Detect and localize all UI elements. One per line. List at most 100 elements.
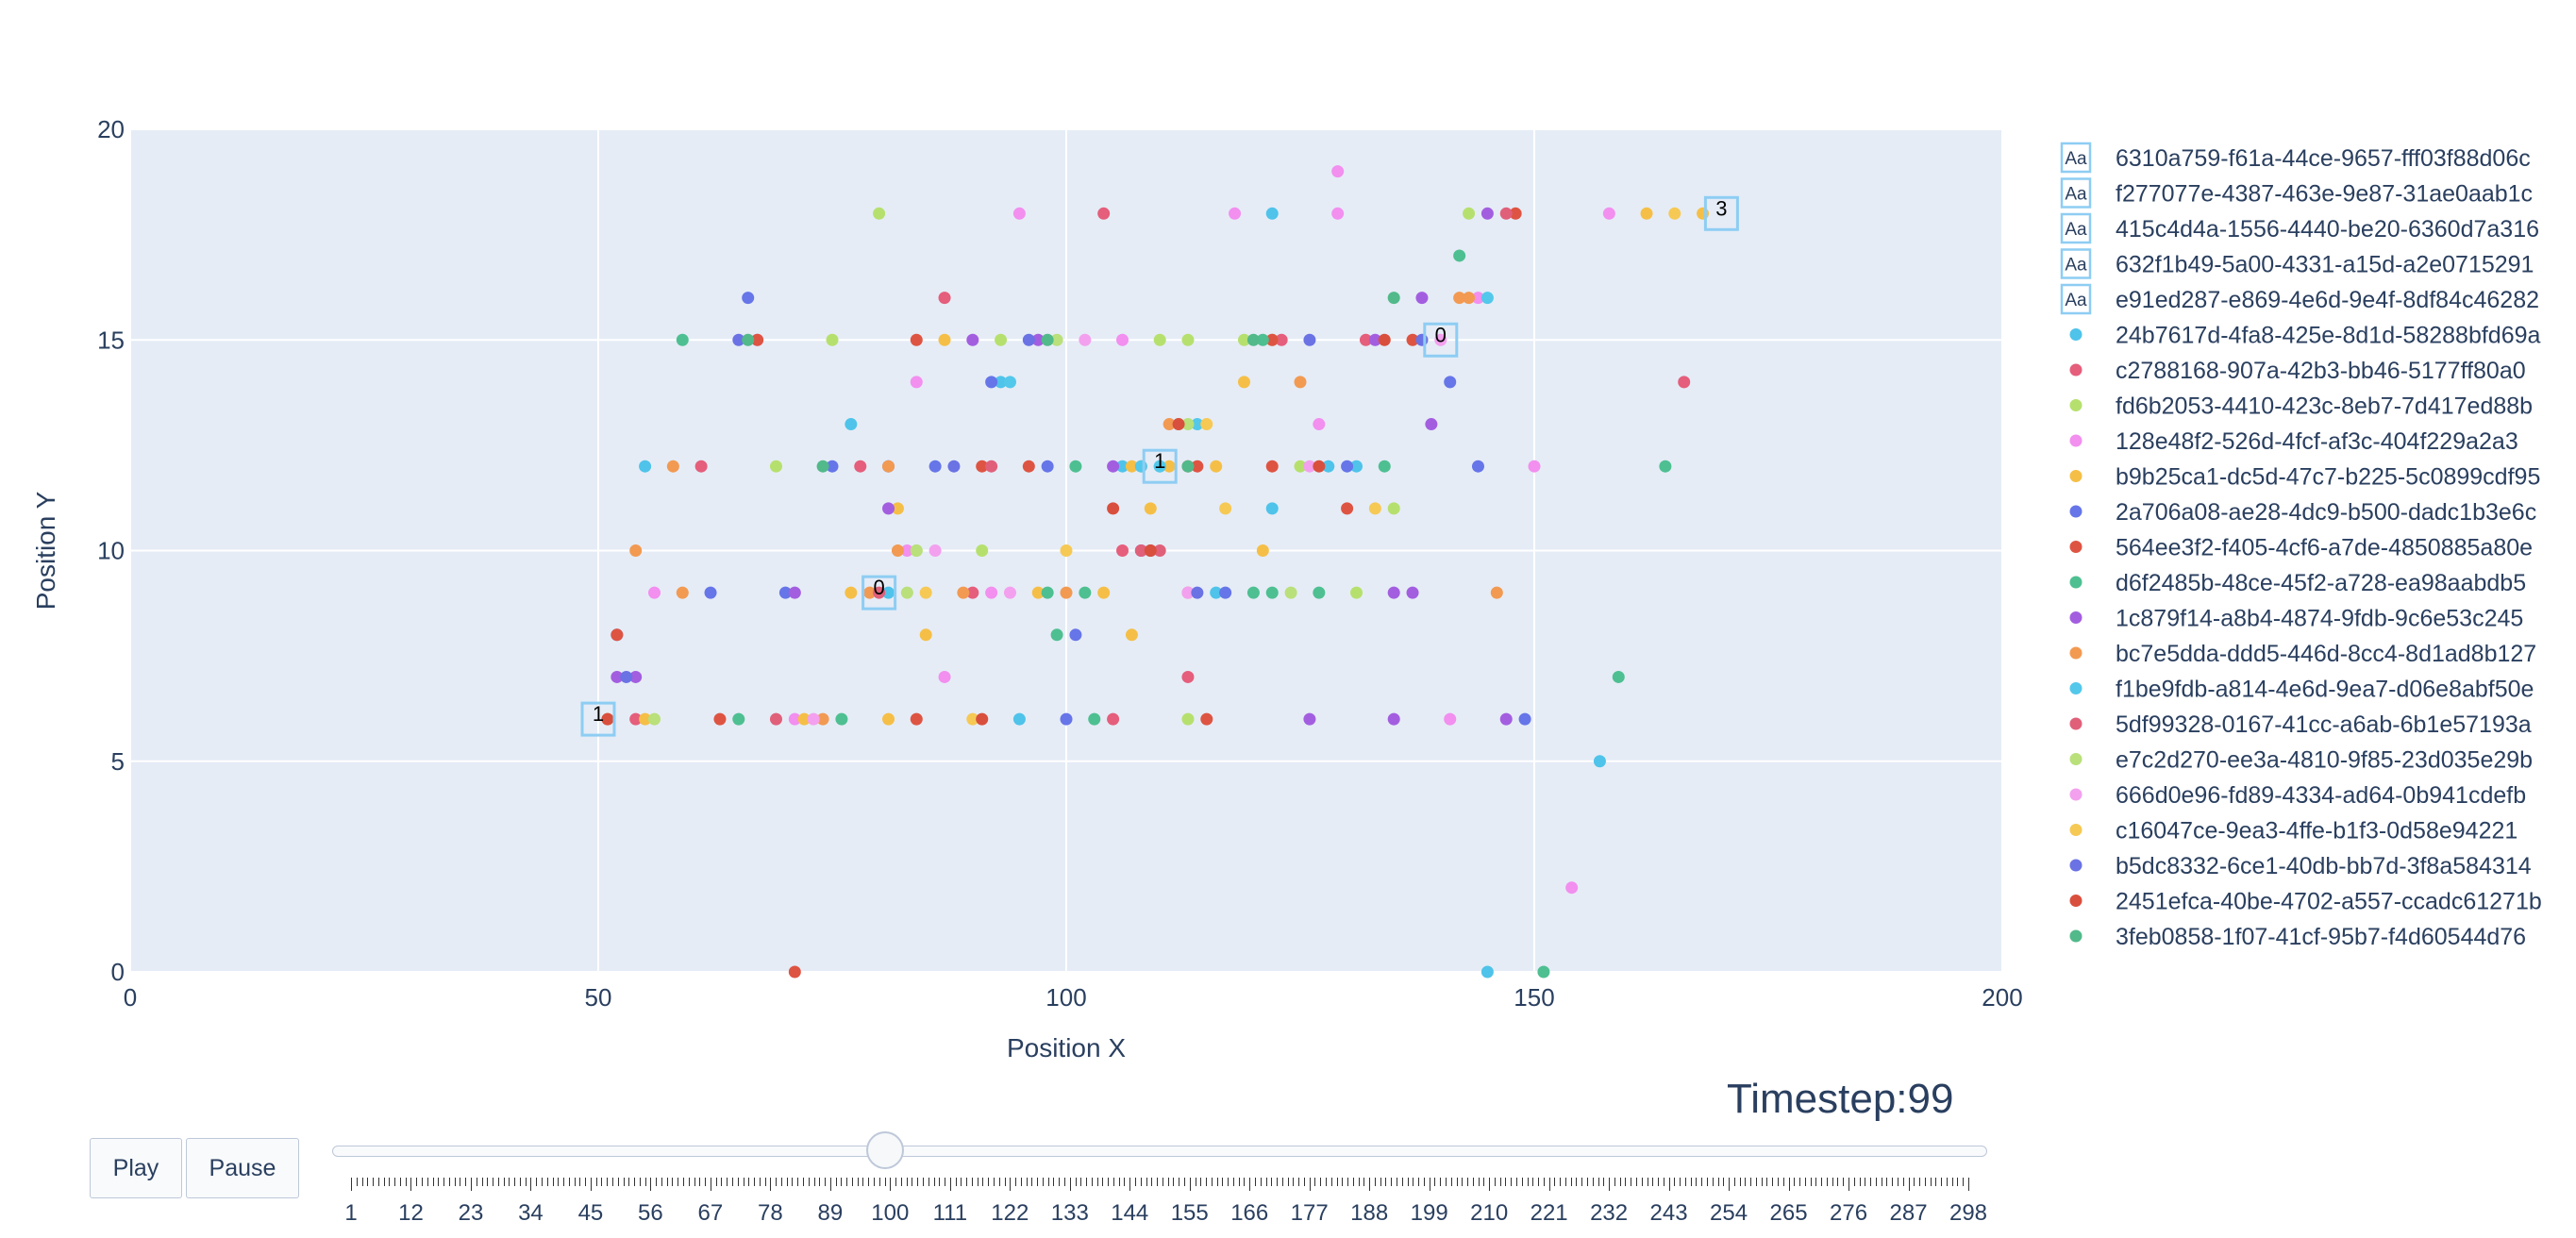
slider-tick: [1511, 1178, 1513, 1186]
slider-tick: [1766, 1178, 1768, 1186]
slider-tick: [422, 1178, 424, 1186]
slider-tick-label: 199: [1410, 1200, 1448, 1226]
legend-entry-label: 6310a759-f61a-44ce-9657-fff03f88d06c: [2116, 145, 2531, 172]
y-tick-label: 20: [97, 115, 125, 143]
scatter-point: [1012, 207, 1026, 220]
scatter-point: [995, 376, 1008, 389]
scatter-point: [751, 333, 764, 346]
scatter-point: [1012, 712, 1026, 726]
scatter-point: [1444, 376, 1457, 389]
scatter-point: [1116, 333, 1129, 346]
scatter-point: [891, 502, 904, 515]
scatter-point: [1480, 207, 1494, 220]
scatter-point: [1265, 586, 1279, 599]
annotation-label: 1: [593, 702, 604, 726]
legend-annotation-swatch: [2060, 283, 2092, 315]
timestep-slider-rail[interactable]: [332, 1146, 1987, 1157]
slider-tick-label: 243: [1649, 1200, 1688, 1226]
slider-tick: [1886, 1178, 1888, 1186]
slider-tick: [1897, 1178, 1899, 1186]
slider-tick: [432, 1178, 434, 1186]
slider-tick: [1658, 1178, 1660, 1186]
slider-tick: [780, 1178, 782, 1186]
scatter-point: [845, 418, 858, 431]
scatter-point: [966, 586, 979, 599]
annotation-box: [1423, 322, 1459, 358]
scatter-point: [1003, 376, 1016, 389]
timestep-slider-handle[interactable]: [865, 1131, 904, 1169]
slider-tick: [470, 1178, 472, 1191]
legend-entry-label: 2451efca-40be-4702-a557-ccadc61271b: [2116, 889, 2542, 915]
scatter-point: [900, 544, 913, 557]
scatter-point: [713, 712, 727, 726]
slider-tick-label: 100: [871, 1200, 910, 1226]
slider-tick: [656, 1178, 658, 1186]
slider-tick-label: 155: [1170, 1200, 1209, 1226]
scatter-point: [1125, 460, 1138, 473]
legend-entry-label: c16047ce-9ea3-4ffe-b1f3-0d58e94221: [2116, 818, 2517, 845]
scatter-point: [1387, 292, 1400, 305]
scatter-point: [919, 586, 932, 599]
x-tick-label: 100: [1045, 983, 1086, 1012]
scatter-point: [938, 670, 951, 683]
slider-tick: [884, 1178, 886, 1186]
annotation-box: [861, 575, 897, 611]
slider-tick: [1260, 1178, 1262, 1186]
scatter-point: [648, 712, 661, 726]
scatter-point: [611, 670, 624, 683]
slider-tick: [1597, 1178, 1599, 1186]
slider-tick: [748, 1178, 750, 1186]
legend-text-icon: Aa: [2065, 256, 2087, 276]
legend-marker: [2069, 646, 2083, 660]
scatter-point: [1256, 544, 1269, 557]
slider-tick: [1674, 1178, 1676, 1186]
scatter-point: [1116, 544, 1129, 557]
scatter-point: [1041, 586, 1054, 599]
slider-tick: [1505, 1178, 1507, 1186]
slider-tick: [1347, 1178, 1349, 1186]
slider-tick: [1222, 1178, 1224, 1186]
slider-tick: [394, 1178, 396, 1186]
slider-tick: [1815, 1178, 1817, 1186]
legend-entry-label: 2a706a08-ae28-4dc9-b500-dadc1b3e6c: [2116, 499, 2536, 526]
slider-tick: [1532, 1178, 1534, 1186]
slider-tick: [1924, 1178, 1926, 1186]
scatter-point: [1144, 544, 1157, 557]
slider-tick: [1336, 1178, 1338, 1186]
slider-tick: [558, 1178, 560, 1186]
slider-tick: [1053, 1178, 1055, 1186]
slider-tick: [1902, 1178, 1904, 1186]
slider-tick-label: 298: [1949, 1200, 1988, 1226]
scatter-point: [1172, 418, 1185, 431]
slider-tick: [1723, 1178, 1725, 1186]
slider-tick-label: 166: [1230, 1200, 1269, 1226]
y-tick-label: 10: [97, 537, 125, 565]
slider-tick: [1587, 1178, 1589, 1186]
slider-tick: [399, 1178, 401, 1186]
slider-tick: [503, 1178, 505, 1186]
slider-tick: [1124, 1178, 1126, 1186]
scatter-point: [1406, 586, 1419, 599]
slider-tick: [1281, 1178, 1283, 1186]
slider-tick-label: 89: [817, 1200, 844, 1226]
slider-tick: [1652, 1178, 1654, 1186]
slider-tick: [868, 1178, 870, 1186]
slider-tick: [699, 1178, 701, 1186]
scatter-point: [1697, 207, 1710, 220]
scatter-point: [947, 460, 961, 473]
scatter-point: [1031, 333, 1045, 346]
legend-entry-label: 415c4d4a-1556-4440-be20-6360d7a316: [2116, 216, 2539, 243]
pause-button[interactable]: Pause: [186, 1138, 299, 1198]
scatter-point: [1116, 460, 1129, 473]
legend-marker: [2069, 328, 2083, 341]
scatter-point: [976, 460, 989, 473]
scatter-point: [629, 544, 643, 557]
slider-tick-label: 1: [344, 1200, 358, 1226]
play-button[interactable]: Play: [90, 1138, 182, 1198]
slider-tick: [1200, 1178, 1202, 1186]
slider-tick: [1635, 1178, 1637, 1186]
slider-tick: [1810, 1178, 1812, 1186]
slider-tick: [835, 1178, 837, 1186]
scatter-point: [1079, 333, 1092, 346]
slider-tick: [590, 1178, 592, 1191]
